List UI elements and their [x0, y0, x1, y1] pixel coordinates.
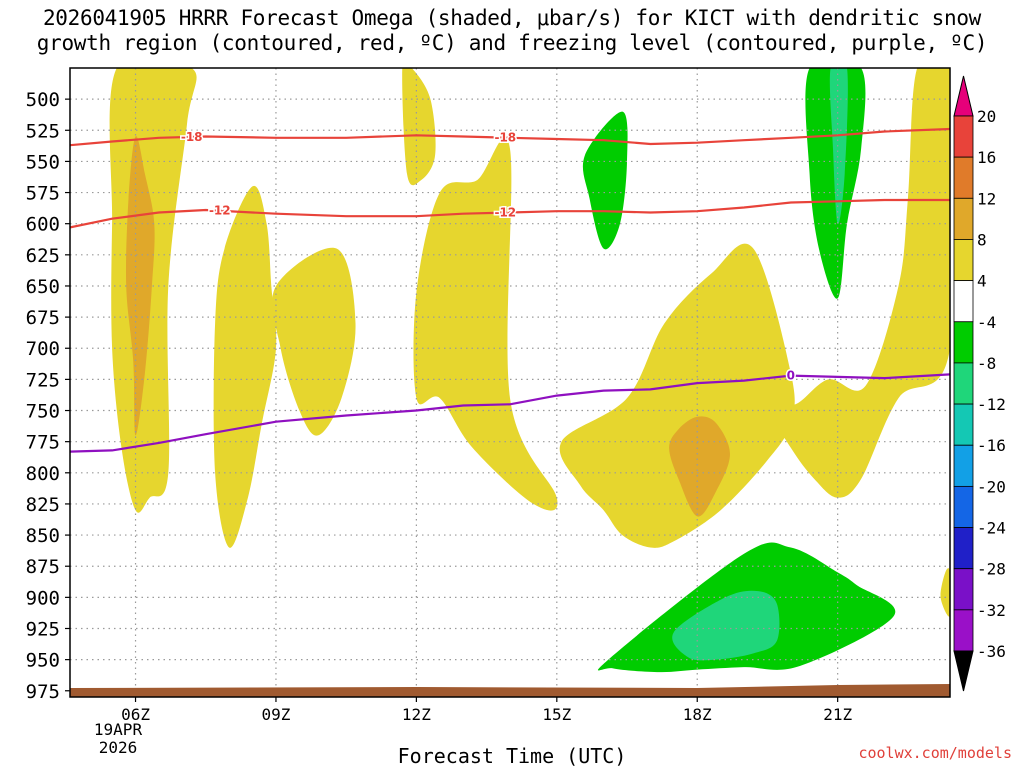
- y-tick-label-825: 825: [26, 494, 60, 516]
- y-tick-label-850: 850: [26, 525, 60, 547]
- y-tick-label-725: 725: [26, 369, 60, 391]
- colorbar-box-0: [953, 115, 974, 158]
- contour-line-0: [70, 373, 950, 453]
- colorbar-box-12: [953, 609, 974, 652]
- y-tick-label-750: 750: [26, 401, 60, 423]
- x-axis-title: Forecast Time (UTC): [397, 744, 627, 768]
- chart-title-line-2: growth region (contoured, red, ºC) and f…: [36, 31, 988, 55]
- y-tick-label-975: 975: [26, 681, 60, 703]
- y-tick-label-575: 575: [26, 183, 60, 205]
- y-tick-label-600: 600: [26, 214, 60, 236]
- y-tick-label-650: 650: [26, 276, 60, 298]
- colorbar-label--4: -4: [977, 313, 996, 332]
- y-tick-label-625: 625: [26, 245, 60, 267]
- contour-label--18: -18: [494, 131, 516, 145]
- credit-text: coolwx.com/models: [858, 744, 1012, 762]
- plot-frame: [69, 67, 951, 698]
- colorbar-bottom-arrow: [953, 650, 974, 692]
- colorbar-label--24: -24: [977, 519, 1006, 538]
- y-tick-label-800: 800: [26, 463, 60, 485]
- contour-label--12: -12: [209, 204, 231, 218]
- colorbar-label-20: 20: [977, 107, 996, 126]
- colorbar-box-2: [953, 197, 974, 240]
- y-tick-label-900: 900: [26, 587, 60, 609]
- colorbar-label-12: 12: [977, 189, 996, 208]
- y-tick-label-500: 500: [26, 89, 60, 111]
- colorbar-label-16: 16: [977, 148, 996, 167]
- x-tick-label-06Z: 06Z: [121, 705, 150, 724]
- omega-region-pos-8-col06: [125, 136, 155, 436]
- omega-region-pos-4-col10: [272, 247, 356, 436]
- omega-region-pos-4-right-edge: [940, 568, 950, 617]
- chart-title-line-1: 2026041905 HRRR Forecast Omega (shaded, …: [42, 6, 982, 30]
- colorbar-box-9: [953, 485, 974, 528]
- y-tick-label-950: 950: [26, 650, 60, 672]
- contour-label--18: -18: [181, 130, 203, 144]
- colorbar-box-11: [953, 568, 974, 611]
- x-tick-label-15Z: 15Z: [542, 705, 571, 724]
- colorbar-box-5: [953, 321, 974, 364]
- colorbar-label--16: -16: [977, 436, 1006, 455]
- date-label-year: 2026: [98, 738, 138, 757]
- colorbar-box-4: [953, 280, 974, 323]
- colorbar-box-7: [953, 403, 974, 446]
- colorbar-box-6: [953, 362, 974, 405]
- y-tick-label-775: 775: [26, 432, 60, 454]
- contour-line--18: [70, 127, 950, 147]
- y-tick-label-550: 550: [26, 151, 60, 173]
- shaded-omega-group: [109, 68, 950, 673]
- colorbar-label--32: -32: [977, 601, 1006, 620]
- contour-line--12: [70, 198, 950, 229]
- contour-label--12: -12: [494, 206, 516, 220]
- x-tick-label-09Z: 09Z: [262, 705, 291, 724]
- colorbar-box-1: [953, 156, 974, 199]
- omega-region-pos-4-col12-top: [402, 68, 436, 186]
- colorbar-box-8: [953, 444, 974, 487]
- omega-region-pos-4-col08: [213, 185, 277, 548]
- colorbar-label-4: 4: [977, 272, 987, 291]
- date-label-day: 19APR: [93, 720, 143, 739]
- y-tick-label-675: 675: [26, 307, 60, 329]
- colorbar-box-3: [953, 239, 974, 282]
- y-tick-label-925: 925: [26, 618, 60, 640]
- ground-surface: [70, 684, 950, 697]
- y-tick-label-525: 525: [26, 120, 60, 142]
- x-tick-label-21Z: 21Z: [823, 705, 852, 724]
- x-tick-label-12Z: 12Z: [402, 705, 431, 724]
- omega-region-neg-8-low: [672, 590, 780, 661]
- omega-region-pos-4-col21: [767, 68, 950, 498]
- colorbar-top-arrow: [953, 75, 974, 117]
- x-tick-label-18Z: 18Z: [683, 705, 712, 724]
- colorbar-box-10: [953, 527, 974, 570]
- y-tick-label-875: 875: [26, 556, 60, 578]
- colorbar-label--12: -12: [977, 395, 1006, 414]
- omega-region-neg-4-col16: [582, 111, 628, 250]
- omega-region-pos-4-col18: [559, 243, 795, 548]
- colorbar-label--36: -36: [977, 642, 1006, 661]
- contour-label-0: 0: [787, 369, 795, 383]
- colorbar-label--8: -8: [977, 354, 996, 373]
- colorbar-label--20: -20: [977, 477, 1006, 496]
- y-tick-label-700: 700: [26, 338, 60, 360]
- colorbar-label-8: 8: [977, 230, 987, 249]
- omega-region-pos-4-col13: [413, 137, 558, 511]
- colorbar-label--28: -28: [977, 560, 1006, 579]
- omega-region-neg-8-col21: [829, 68, 848, 224]
